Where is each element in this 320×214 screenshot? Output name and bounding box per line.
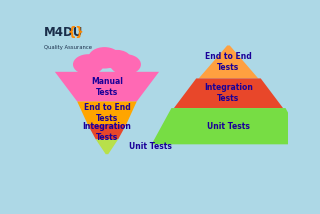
Circle shape <box>102 50 131 69</box>
Text: Unit Tests: Unit Tests <box>129 142 172 151</box>
Text: End to End
Tests: End to End Tests <box>205 52 252 72</box>
Polygon shape <box>152 108 305 144</box>
Text: Integration
Tests: Integration Tests <box>83 122 132 142</box>
Polygon shape <box>199 45 258 78</box>
Text: Integration
Tests: Integration Tests <box>204 83 253 103</box>
Circle shape <box>73 54 104 75</box>
Text: M4DU: M4DU <box>44 26 83 39</box>
Circle shape <box>88 47 121 68</box>
Polygon shape <box>96 139 118 154</box>
Polygon shape <box>174 78 283 108</box>
Text: Unit Tests: Unit Tests <box>207 122 250 131</box>
Text: {}: {} <box>67 26 84 39</box>
Text: Manual
Tests: Manual Tests <box>91 77 123 97</box>
Text: Quality Assurance: Quality Assurance <box>44 45 92 50</box>
Polygon shape <box>77 101 137 125</box>
Polygon shape <box>55 72 159 101</box>
Circle shape <box>110 54 141 75</box>
Polygon shape <box>88 125 126 139</box>
Text: End to End
Tests: End to End Tests <box>84 103 130 123</box>
